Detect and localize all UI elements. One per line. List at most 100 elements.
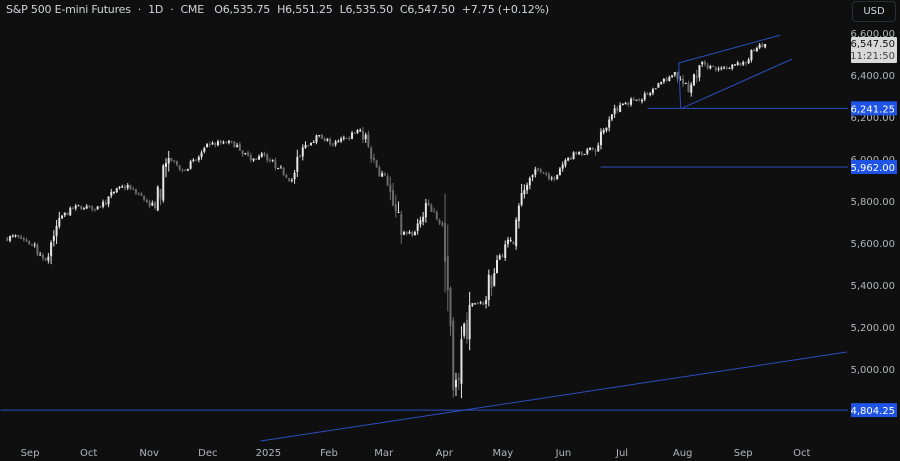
candle-body (402, 232, 405, 235)
candle-body (41, 254, 44, 259)
candle-body (91, 206, 94, 210)
candle-body (630, 98, 633, 105)
time-axis[interactable]: Sep Oct Nov Dec 2025 Feb Mar Apr May Jun Jul Aug Sep… (21, 448, 811, 459)
candle-body (178, 165, 181, 170)
candle-body (143, 195, 146, 200)
candle-body (594, 150, 597, 152)
candle-body (534, 169, 537, 175)
candle-body (526, 185, 529, 191)
candle-body (553, 177, 556, 179)
candle-body (80, 205, 83, 209)
candle-body (597, 145, 600, 152)
exchange: CME (180, 3, 204, 16)
candle-body (386, 176, 389, 186)
candle-body (701, 61, 704, 65)
candle-body (720, 67, 723, 69)
candle-body (747, 59, 750, 64)
candle-body (687, 82, 690, 93)
symbol-name[interactable]: S&P 500 E-mini Futures (6, 3, 131, 16)
candle-body (299, 155, 302, 157)
candle-body (290, 180, 293, 181)
candle-body (323, 138, 326, 141)
candle-body (318, 135, 321, 137)
candle-body (605, 127, 608, 131)
candle-body (501, 255, 504, 257)
candle-body (539, 169, 542, 172)
time-tick-label: Jul (615, 448, 628, 459)
candle-body (9, 236, 12, 241)
candle-body (342, 137, 345, 139)
candle-body (197, 157, 200, 161)
candle-body (471, 303, 474, 306)
candle-body (575, 152, 578, 155)
candle-body (545, 172, 548, 175)
price-tick-label: 6,600.00 (850, 29, 895, 40)
candle-body (115, 188, 118, 193)
price-axis[interactable]: 6,600.006,400.006,200.006,000.005,800.00… (850, 29, 895, 376)
candle-body (506, 239, 509, 244)
candle-body (679, 78, 682, 80)
candle-body (602, 129, 605, 133)
candle-body (619, 105, 622, 113)
ohlc-open: O6,535.75 (214, 3, 271, 16)
candle-body (504, 244, 507, 258)
candle-body (151, 202, 154, 206)
candle-body (77, 205, 80, 207)
candle-body (632, 98, 635, 100)
candle-body (537, 168, 540, 170)
candle-body (22, 238, 25, 241)
ohlc-close: C6,547.50 (399, 3, 455, 16)
candle-body (181, 169, 184, 171)
candle-body (121, 186, 124, 188)
candle-body (236, 144, 239, 148)
time-tick-label: Mar (374, 448, 394, 459)
candle-body (515, 219, 518, 247)
candle-body (712, 65, 715, 67)
candle-body (192, 159, 195, 161)
candle-body (102, 201, 105, 207)
candle-body (673, 72, 676, 75)
candle-body (30, 244, 33, 246)
candles (6, 42, 767, 399)
candle-body (654, 88, 657, 90)
candle-body (449, 288, 452, 327)
candle-body (241, 150, 244, 155)
time-tick-label: Sep (734, 448, 753, 459)
candle-body (465, 319, 468, 340)
candle-body (263, 153, 266, 156)
candle-body (490, 276, 493, 288)
candle-body (580, 152, 583, 155)
candle-body (389, 184, 392, 193)
currency-button[interactable]: USD (852, 1, 896, 22)
candle-body (113, 191, 116, 193)
candle-body (485, 299, 488, 305)
candle-body (208, 144, 211, 146)
price-tick-label: 5,000.00 (850, 365, 895, 376)
candle-body (33, 244, 36, 246)
candle-body (621, 103, 624, 106)
drawings (0, 34, 848, 442)
candle-body (755, 47, 758, 51)
candle-body (361, 130, 364, 140)
candle-body (118, 186, 121, 189)
candle-body (154, 202, 157, 208)
interval[interactable]: 1D (148, 3, 164, 16)
candle-body (550, 177, 553, 179)
candle-body (561, 164, 564, 169)
price-tick-label: 5,800.00 (850, 197, 895, 208)
candle-body (375, 160, 378, 168)
candle-body (419, 220, 422, 225)
candle-body (296, 156, 299, 172)
price-tick-label: 5,600.00 (850, 239, 895, 250)
candle-body (764, 44, 767, 48)
candle-body (340, 138, 343, 142)
candle-body (372, 157, 375, 161)
candle-body (230, 141, 233, 143)
candle-body (742, 61, 745, 65)
time-tick-label: May (493, 448, 514, 459)
candle-body (28, 240, 31, 245)
candle-body (394, 204, 397, 212)
candle-body (736, 62, 739, 65)
candle-body (50, 242, 53, 257)
